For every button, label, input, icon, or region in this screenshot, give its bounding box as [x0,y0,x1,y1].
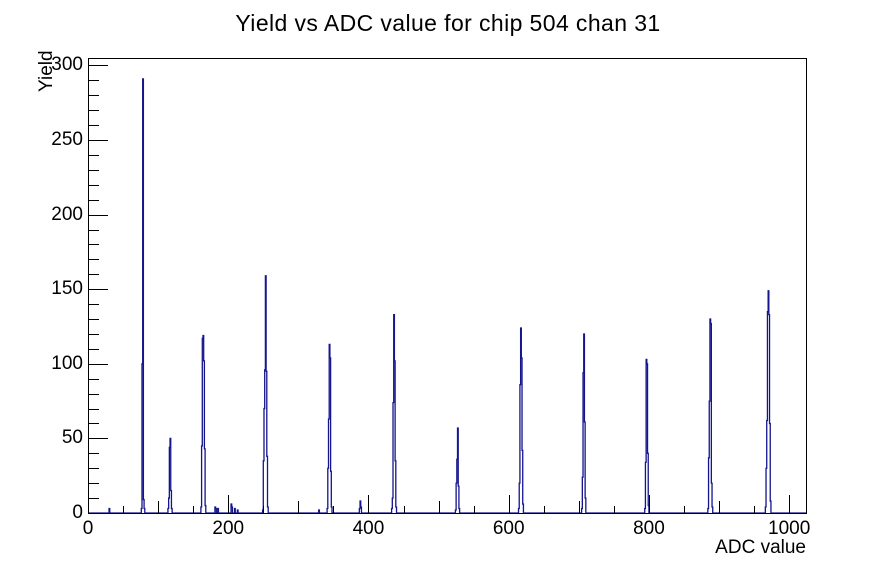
y-tick-label: 250 [51,129,83,151]
y-tick-label: 0 [72,502,83,523]
x-tick-label: 0 [82,518,94,539]
y-tick-label: 100 [51,352,83,374]
y-tick-label: 300 [51,54,83,76]
x-axis-title: ADC value [715,537,806,558]
x-tick-label: 400 [352,518,385,539]
x-tick-label: 200 [212,518,245,539]
y-tick-label: 50 [61,427,83,449]
x-tick-label: 1000 [768,518,811,539]
x-tick-label: 800 [633,518,665,539]
y-tick-label: 150 [51,278,83,300]
chart-title: Yield vs ADC value for chip 504 chan 31 [235,10,661,36]
y-tick-label: 200 [51,203,83,225]
x-tick-label: 600 [492,518,525,539]
